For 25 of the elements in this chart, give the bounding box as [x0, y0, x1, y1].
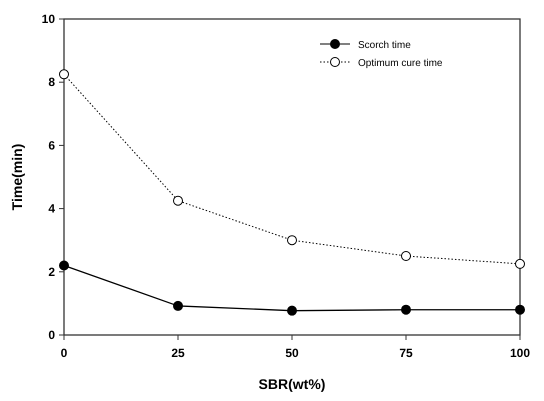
point	[287, 235, 297, 246]
point	[173, 196, 183, 206]
y-tick-label: 6	[48, 138, 56, 152]
point	[515, 304, 525, 315]
y-axis-title: Time(min)	[9, 144, 25, 210]
x-tick-label: 50	[285, 346, 299, 360]
point	[287, 306, 297, 316]
y-tick-label: 4	[48, 202, 56, 216]
legend-label: Optimum cure time	[358, 58, 443, 69]
point	[401, 304, 411, 315]
y-tick-label: 8	[48, 75, 56, 90]
x-tick-label: 0	[60, 346, 68, 360]
y-tick-label: 0	[48, 328, 56, 342]
point	[515, 258, 525, 269]
x-tick-label: 100	[510, 346, 530, 360]
y-tick-label: 10	[42, 12, 56, 26]
x-axis-title: SBR(wt%)	[258, 376, 326, 392]
point	[59, 69, 69, 80]
point	[173, 300, 183, 311]
x-tick-label: 75	[399, 346, 413, 360]
x-tick-label: 25	[171, 346, 185, 360]
point	[401, 251, 411, 261]
y-tick-label: 2	[48, 264, 56, 279]
legend-label: Scorch time	[358, 40, 412, 51]
point	[59, 260, 69, 270]
